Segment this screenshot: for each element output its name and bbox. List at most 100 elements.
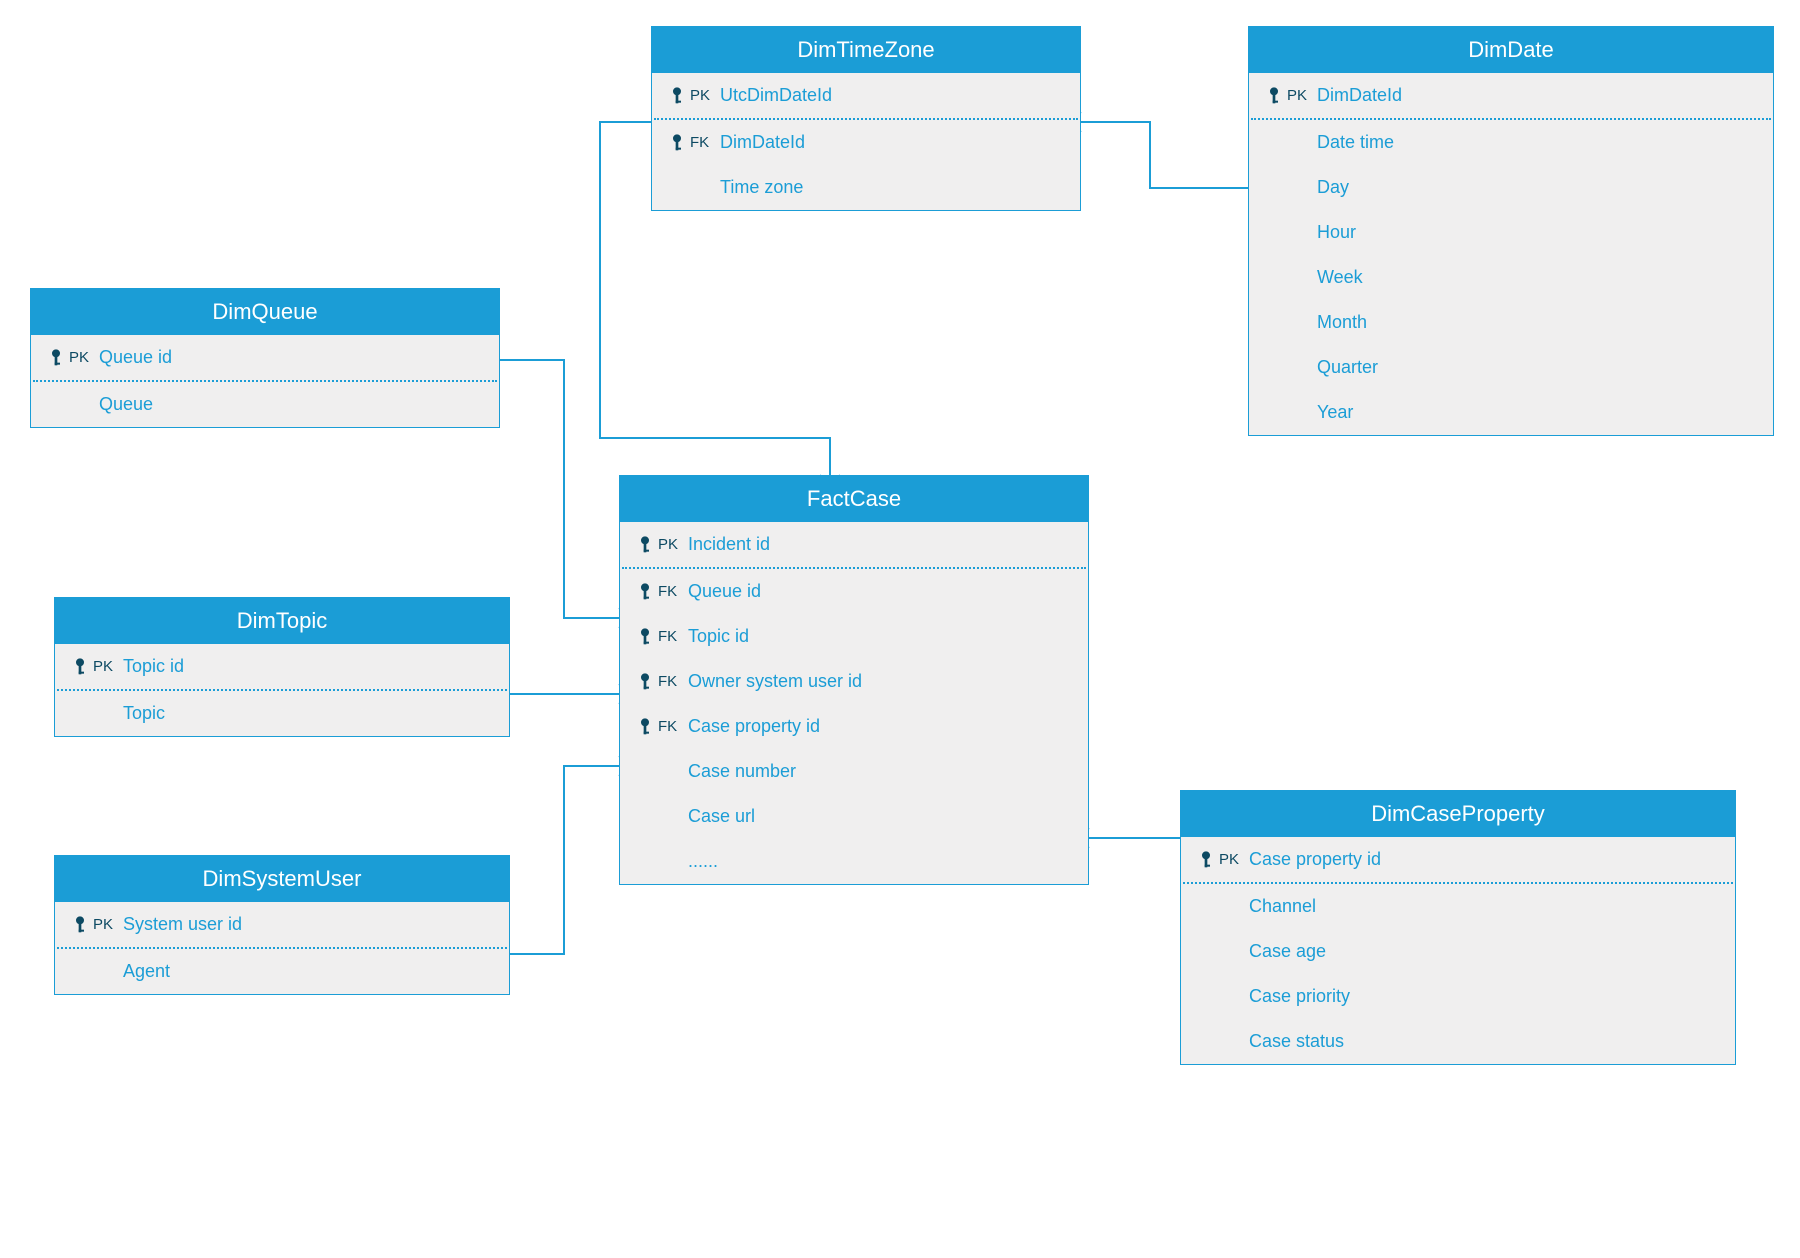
entity-header: DimTopic <box>55 598 509 644</box>
entity-factcase: FactCase PKIncident id FKQueue id FKTopi… <box>619 475 1089 885</box>
attribute-label: Case priority <box>1249 986 1721 1007</box>
attribute-label: Queue id <box>688 581 1074 602</box>
entity-dimcaseproperty: DimCaseProperty PKCase property idChanne… <box>1180 790 1736 1065</box>
attribute-row: Topic <box>55 691 509 736</box>
entity-dimtopic: DimTopic PKTopic id Topic <box>54 597 510 737</box>
attribute-row: Queue <box>31 382 499 427</box>
entity-body: PKDimDateIdDate timeDayHourWeekMonthQuar… <box>1249 73 1773 435</box>
attribute-label: DimDateId <box>720 132 1066 153</box>
key-tag: PK <box>690 87 720 104</box>
attribute-row: Agent <box>55 949 509 994</box>
entity-body: PKCase property idChannelCase ageCase pr… <box>1181 837 1735 1064</box>
key-icon <box>72 657 88 677</box>
key-icon <box>637 582 653 602</box>
key-icon <box>48 348 64 368</box>
entity-body: PKTopic id Topic <box>55 644 509 736</box>
fk-row: FKDimDateId <box>652 120 1080 165</box>
key-tag: FK <box>690 134 720 151</box>
attribute-row: Case number <box>620 749 1088 794</box>
entity-header: DimCaseProperty <box>1181 791 1735 837</box>
attribute-label: Week <box>1317 267 1759 288</box>
key-icon-slot <box>69 657 91 677</box>
attribute-label: System user id <box>123 914 495 935</box>
entity-body: PKIncident id FKQueue id FKTopic id FKOw… <box>620 522 1088 884</box>
attribute-row: Case url <box>620 794 1088 839</box>
attribute-label: Quarter <box>1317 357 1759 378</box>
fk-row: FKCase property id <box>620 704 1088 749</box>
key-icon-slot <box>634 627 656 647</box>
attribute-label: Hour <box>1317 222 1759 243</box>
attribute-label: Case status <box>1249 1031 1721 1052</box>
key-icon <box>1266 86 1282 106</box>
pk-row: PKIncident id <box>620 522 1088 567</box>
attribute-label: Queue <box>99 394 485 415</box>
attribute-label: Queue id <box>99 347 485 368</box>
key-tag: PK <box>93 658 123 675</box>
entity-dimdate: DimDate PKDimDateIdDate timeDayHourWeekM… <box>1248 26 1774 436</box>
key-icon <box>669 86 685 106</box>
key-icon-slot <box>634 535 656 555</box>
attribute-label: Case property id <box>1249 849 1721 870</box>
entity-header: DimTimeZone <box>652 27 1080 73</box>
entity-body: PKSystem user id Agent <box>55 902 509 994</box>
key-icon <box>637 717 653 737</box>
pk-row: PKUtcDimDateId <box>652 73 1080 118</box>
key-icon <box>669 133 685 153</box>
key-tag: PK <box>658 536 688 553</box>
attribute-label: Month <box>1317 312 1759 333</box>
attribute-label: Case url <box>688 806 1074 827</box>
er-diagram-canvas: DimQueue PKQueue idQueueDimTopic PKTopic… <box>0 0 1800 1258</box>
connector-queue-to-factcase <box>500 360 619 618</box>
entity-header: FactCase <box>620 476 1088 522</box>
attribute-row: Month <box>1249 300 1773 345</box>
key-icon-slot <box>634 582 656 602</box>
attribute-row: ...... <box>620 839 1088 884</box>
attribute-label: Case number <box>688 761 1074 782</box>
key-icon <box>637 535 653 555</box>
entity-header: DimSystemUser <box>55 856 509 902</box>
key-icon-slot <box>1195 850 1217 870</box>
attribute-label: Agent <box>123 961 495 982</box>
attribute-label: DimDateId <box>1317 85 1759 106</box>
attribute-row: Quarter <box>1249 345 1773 390</box>
attribute-label: Day <box>1317 177 1759 198</box>
attribute-label: Topic id <box>123 656 495 677</box>
pk-row: PKQueue id <box>31 335 499 380</box>
pk-row: PKTopic id <box>55 644 509 689</box>
key-tag: PK <box>1287 87 1317 104</box>
entity-header: DimQueue <box>31 289 499 335</box>
attribute-label: Channel <box>1249 896 1721 917</box>
attribute-row: Case status <box>1181 1019 1735 1064</box>
attribute-row: Channel <box>1181 884 1735 929</box>
entity-body: PKUtcDimDateId FKDimDateIdTime zone <box>652 73 1080 210</box>
attribute-label: Year <box>1317 402 1759 423</box>
attribute-row: Day <box>1249 165 1773 210</box>
connector-timezone-to-dimdate <box>1081 122 1248 188</box>
key-icon <box>1198 850 1214 870</box>
key-icon-slot <box>634 717 656 737</box>
pk-row: PKDimDateId <box>1249 73 1773 118</box>
entity-dimsystemuser: DimSystemUser PKSystem user id Agent <box>54 855 510 995</box>
entity-dimtimezone: DimTimeZone PKUtcDimDateId FKDimDateIdTi… <box>651 26 1081 211</box>
attribute-label: Owner system user id <box>688 671 1074 692</box>
attribute-label: Case age <box>1249 941 1721 962</box>
attribute-label: ...... <box>688 851 1074 872</box>
key-icon <box>72 915 88 935</box>
entity-header: DimDate <box>1249 27 1773 73</box>
attribute-label: Topic <box>123 703 495 724</box>
fk-row: FKTopic id <box>620 614 1088 659</box>
attribute-row: Week <box>1249 255 1773 300</box>
key-icon-slot <box>634 672 656 692</box>
key-icon-slot <box>666 86 688 106</box>
attribute-label: Incident id <box>688 534 1074 555</box>
attribute-label: Topic id <box>688 626 1074 647</box>
attribute-row: Year <box>1249 390 1773 435</box>
pk-row: PKSystem user id <box>55 902 509 947</box>
attribute-label: Case property id <box>688 716 1074 737</box>
key-icon-slot <box>1263 86 1285 106</box>
attribute-row: Date time <box>1249 120 1773 165</box>
key-icon-slot <box>69 915 91 935</box>
entity-dimqueue: DimQueue PKQueue id Queue <box>30 288 500 428</box>
entity-body: PKQueue id Queue <box>31 335 499 427</box>
key-tag: FK <box>658 583 688 600</box>
